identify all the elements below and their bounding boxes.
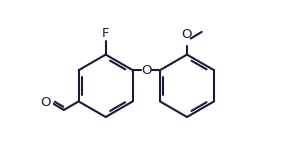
Text: O: O	[40, 96, 51, 109]
Text: F: F	[102, 27, 109, 40]
Text: O: O	[141, 64, 152, 77]
Text: O: O	[182, 28, 192, 41]
